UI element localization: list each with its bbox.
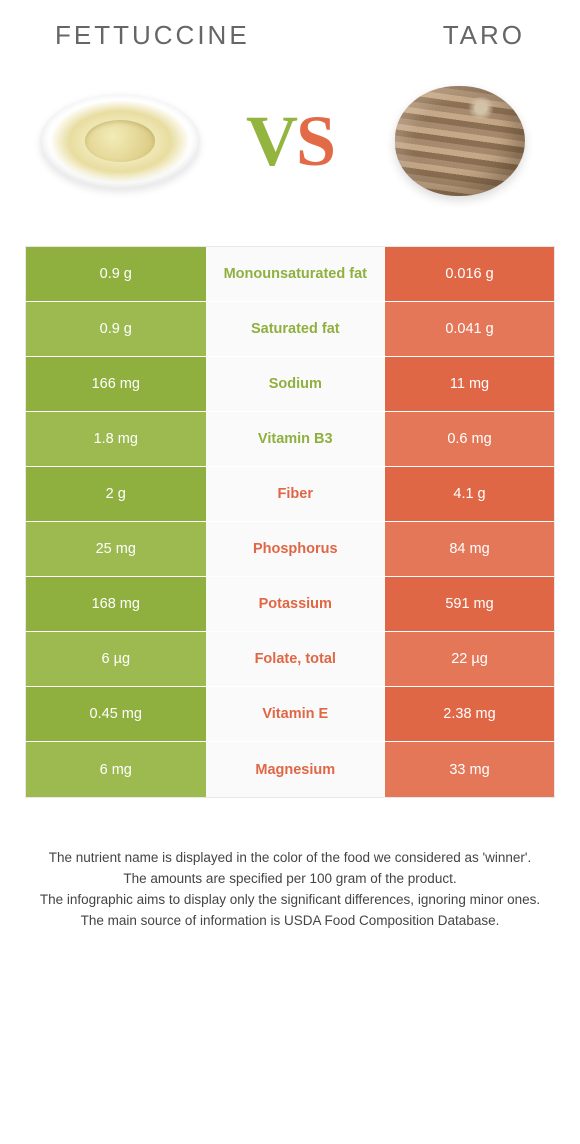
- value-left: 166 mg: [26, 357, 206, 411]
- table-row: 0.45 mgVitamin E2.38 mg: [26, 687, 554, 742]
- table-row: 2 gFiber4.1 g: [26, 467, 554, 522]
- nutrient-label: Potassium: [206, 577, 386, 631]
- value-right: 11 mg: [385, 357, 554, 411]
- vs-s: S: [296, 101, 334, 181]
- value-right: 2.38 mg: [385, 687, 554, 741]
- table-row: 0.9 gMonounsaturated fat0.016 g: [26, 247, 554, 302]
- value-right: 0.041 g: [385, 302, 554, 356]
- value-right: 33 mg: [385, 742, 554, 797]
- value-right: 0.016 g: [385, 247, 554, 301]
- nutrient-label: Folate, total: [206, 632, 386, 686]
- table-row: 168 mgPotassium591 mg: [26, 577, 554, 632]
- value-left: 2 g: [26, 467, 206, 521]
- table-row: 6 mgMagnesium33 mg: [26, 742, 554, 797]
- title-left: FETTUCCINE: [55, 20, 250, 51]
- table-row: 166 mgSodium11 mg: [26, 357, 554, 412]
- footer-line: The infographic aims to display only the…: [35, 890, 545, 911]
- footer-line: The main source of information is USDA F…: [35, 911, 545, 932]
- value-right: 591 mg: [385, 577, 554, 631]
- footer-notes: The nutrient name is displayed in the co…: [25, 848, 555, 932]
- taro-image: [375, 81, 545, 201]
- nutrient-label: Vitamin E: [206, 687, 386, 741]
- nutrient-label: Saturated fat: [206, 302, 386, 356]
- value-left: 0.9 g: [26, 247, 206, 301]
- value-right: 22 µg: [385, 632, 554, 686]
- nutrient-label: Magnesium: [206, 742, 386, 797]
- value-left: 1.8 mg: [26, 412, 206, 466]
- fettuccine-image: [35, 81, 205, 201]
- nutrient-label: Phosphorus: [206, 522, 386, 576]
- value-left: 6 mg: [26, 742, 206, 797]
- footer-line: The nutrient name is displayed in the co…: [35, 848, 545, 869]
- value-left: 0.9 g: [26, 302, 206, 356]
- table-row: 1.8 mgVitamin B30.6 mg: [26, 412, 554, 467]
- title-right: TARO: [443, 20, 525, 51]
- value-right: 0.6 mg: [385, 412, 554, 466]
- nutrition-table: 0.9 gMonounsaturated fat0.016 g0.9 gSatu…: [25, 246, 555, 798]
- images-row: VS: [25, 81, 555, 201]
- table-row: 6 µgFolate, total22 µg: [26, 632, 554, 687]
- nutrient-label: Sodium: [206, 357, 386, 411]
- value-right: 4.1 g: [385, 467, 554, 521]
- value-left: 0.45 mg: [26, 687, 206, 741]
- value-left: 25 mg: [26, 522, 206, 576]
- footer-line: The amounts are specified per 100 gram o…: [35, 869, 545, 890]
- value-left: 6 µg: [26, 632, 206, 686]
- table-row: 0.9 gSaturated fat0.041 g: [26, 302, 554, 357]
- nutrient-label: Monounsaturated fat: [206, 247, 386, 301]
- vs-v: V: [246, 101, 296, 181]
- vs-label: VS: [246, 100, 334, 183]
- nutrient-label: Vitamin B3: [206, 412, 386, 466]
- nutrient-label: Fiber: [206, 467, 386, 521]
- table-row: 25 mgPhosphorus84 mg: [26, 522, 554, 577]
- value-right: 84 mg: [385, 522, 554, 576]
- value-left: 168 mg: [26, 577, 206, 631]
- header: FETTUCCINE TARO: [25, 20, 555, 51]
